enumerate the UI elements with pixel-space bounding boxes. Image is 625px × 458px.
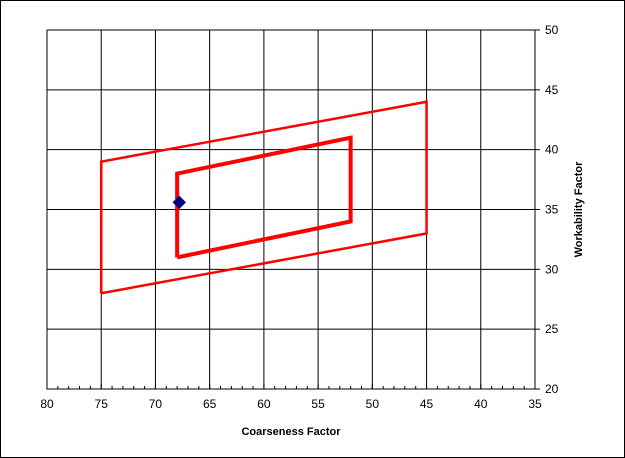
- y-tick-label: 45: [545, 83, 559, 97]
- x-minor-ticks: [46, 384, 536, 389]
- y-tick-label: 50: [545, 23, 559, 37]
- x-tick-label: 40: [474, 397, 488, 411]
- y-tick-label: 35: [545, 203, 559, 217]
- x-axis-title: Coarseness Factor: [241, 426, 341, 438]
- y-tick-label: 25: [545, 322, 559, 336]
- x-tick-label: 70: [149, 397, 163, 411]
- y-tick-labels: 20 25 30 35 40 45 50: [535, 23, 559, 396]
- x-tick-label: 50: [366, 397, 380, 411]
- grid: [47, 30, 535, 389]
- x-tick-label: 35: [528, 397, 542, 411]
- x-tick-label: 55: [311, 397, 325, 411]
- x-tick-labels: 80 75 70 65 60 55 50 45 40 35: [40, 397, 542, 411]
- data-point-marker: [172, 195, 187, 210]
- x-tick-label: 75: [95, 397, 109, 411]
- y-tick-label: 30: [545, 262, 559, 276]
- x-tick-label: 60: [257, 397, 271, 411]
- x-tick-label: 80: [40, 397, 54, 411]
- y-tick-label: 20: [545, 382, 559, 396]
- x-tick-label: 65: [203, 397, 217, 411]
- y-axis-title: Workability Factor: [573, 161, 585, 257]
- series-group: [99, 100, 428, 295]
- x-tick-label: 45: [420, 397, 434, 411]
- series-line-1: [99, 100, 428, 295]
- y-tick-label: 40: [545, 143, 559, 157]
